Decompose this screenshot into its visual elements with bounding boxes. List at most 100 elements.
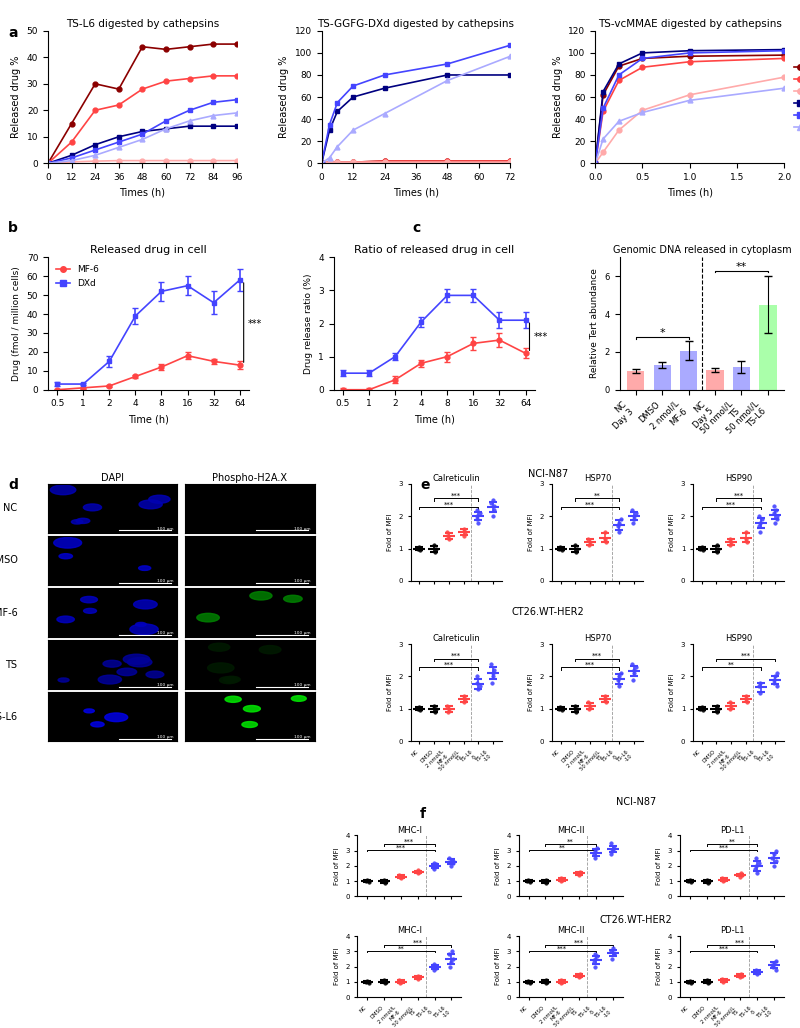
Point xyxy=(457,694,470,710)
Point xyxy=(734,866,747,882)
Point xyxy=(430,701,442,718)
Point xyxy=(606,951,619,967)
X-axis label: Times (h): Times (h) xyxy=(393,187,439,197)
Point xyxy=(541,873,554,889)
Y-axis label: Drug (fmol / million cells): Drug (fmol / million cells) xyxy=(12,266,22,381)
Point xyxy=(428,860,441,877)
Point xyxy=(753,508,766,524)
Point xyxy=(359,873,372,889)
Point xyxy=(734,869,746,885)
Title: Calreticulin: Calreticulin xyxy=(432,474,480,483)
Y-axis label: Fold of MFI: Fold of MFI xyxy=(528,514,534,551)
Point xyxy=(701,972,714,989)
Point xyxy=(715,870,728,886)
Bar xyxy=(759,304,777,390)
Point xyxy=(446,951,459,967)
Point xyxy=(735,867,748,883)
Point xyxy=(412,862,425,879)
Point xyxy=(485,655,498,671)
Point xyxy=(694,701,706,718)
Point xyxy=(715,970,728,987)
Circle shape xyxy=(105,713,128,722)
Point xyxy=(574,966,586,983)
Legend: Cathepsin B, pH 4.5, Cathepsin B, pH 5.0, Cathepsin B, pH 5.5, Cathepsin L, pH 4: Cathepsin B, pH 4.5, Cathepsin B, pH 5.0… xyxy=(791,60,800,134)
Point xyxy=(608,839,621,855)
Point xyxy=(768,671,781,688)
Point xyxy=(770,952,782,968)
Y-axis label: DMSO: DMSO xyxy=(0,555,18,565)
Text: ***: *** xyxy=(396,845,406,851)
Point xyxy=(628,662,641,678)
Circle shape xyxy=(138,565,150,571)
Point xyxy=(768,845,781,861)
Point xyxy=(750,966,763,983)
Point xyxy=(446,854,459,871)
Circle shape xyxy=(293,517,305,521)
Point xyxy=(753,518,766,535)
Point xyxy=(683,872,696,888)
Point xyxy=(701,872,714,888)
Point xyxy=(626,655,638,671)
Point xyxy=(458,524,471,541)
Bar xyxy=(627,371,644,390)
Point xyxy=(554,699,566,715)
Point xyxy=(428,697,441,713)
Title: PD-L1: PD-L1 xyxy=(720,825,744,835)
Point xyxy=(570,544,582,560)
Point xyxy=(574,864,586,880)
Title: MHC-II: MHC-II xyxy=(557,926,585,935)
Point xyxy=(445,954,458,970)
Circle shape xyxy=(149,495,170,504)
Circle shape xyxy=(146,671,164,677)
Point xyxy=(486,668,499,685)
Text: e: e xyxy=(420,478,430,492)
Point xyxy=(362,975,375,991)
Point xyxy=(458,688,470,704)
Bar xyxy=(733,367,750,390)
Point xyxy=(442,704,454,721)
Point xyxy=(753,678,766,695)
Title: MHC-I: MHC-I xyxy=(397,825,422,835)
Point xyxy=(471,682,484,698)
Point xyxy=(362,874,375,890)
Circle shape xyxy=(291,696,306,701)
Text: ***: *** xyxy=(451,493,462,499)
Point xyxy=(573,867,586,883)
Point xyxy=(430,960,442,977)
Title: TS-GGFG-DXd digested by cathepsins: TS-GGFG-DXd digested by cathepsins xyxy=(318,19,514,29)
Circle shape xyxy=(50,485,76,494)
Circle shape xyxy=(213,549,234,557)
Point xyxy=(394,974,407,990)
Point xyxy=(712,541,725,557)
Point xyxy=(754,514,766,530)
Point xyxy=(606,841,619,857)
Point xyxy=(598,691,611,707)
Circle shape xyxy=(83,504,102,511)
Point xyxy=(444,958,457,975)
Point xyxy=(769,668,782,685)
Point xyxy=(749,963,762,980)
Circle shape xyxy=(223,676,240,683)
Text: ***: *** xyxy=(735,940,746,946)
Y-axis label: Fold of MFI: Fold of MFI xyxy=(670,514,675,551)
Y-axis label: Released drug %: Released drug % xyxy=(553,56,562,138)
Point xyxy=(741,534,754,550)
Circle shape xyxy=(208,547,226,554)
Text: 100 μm: 100 μm xyxy=(294,735,310,739)
Circle shape xyxy=(83,609,97,614)
Point xyxy=(378,875,391,891)
Point xyxy=(413,539,426,555)
Point xyxy=(608,946,621,962)
Text: ***: *** xyxy=(404,839,414,845)
Point xyxy=(589,842,602,858)
Circle shape xyxy=(243,705,260,712)
Point xyxy=(682,974,694,990)
Circle shape xyxy=(134,600,157,609)
Point xyxy=(541,974,554,990)
Point xyxy=(471,668,484,685)
Text: 100 μm: 100 μm xyxy=(157,735,174,739)
Point xyxy=(582,701,595,718)
Point xyxy=(556,872,569,888)
Point xyxy=(716,873,729,889)
Point xyxy=(767,955,780,971)
